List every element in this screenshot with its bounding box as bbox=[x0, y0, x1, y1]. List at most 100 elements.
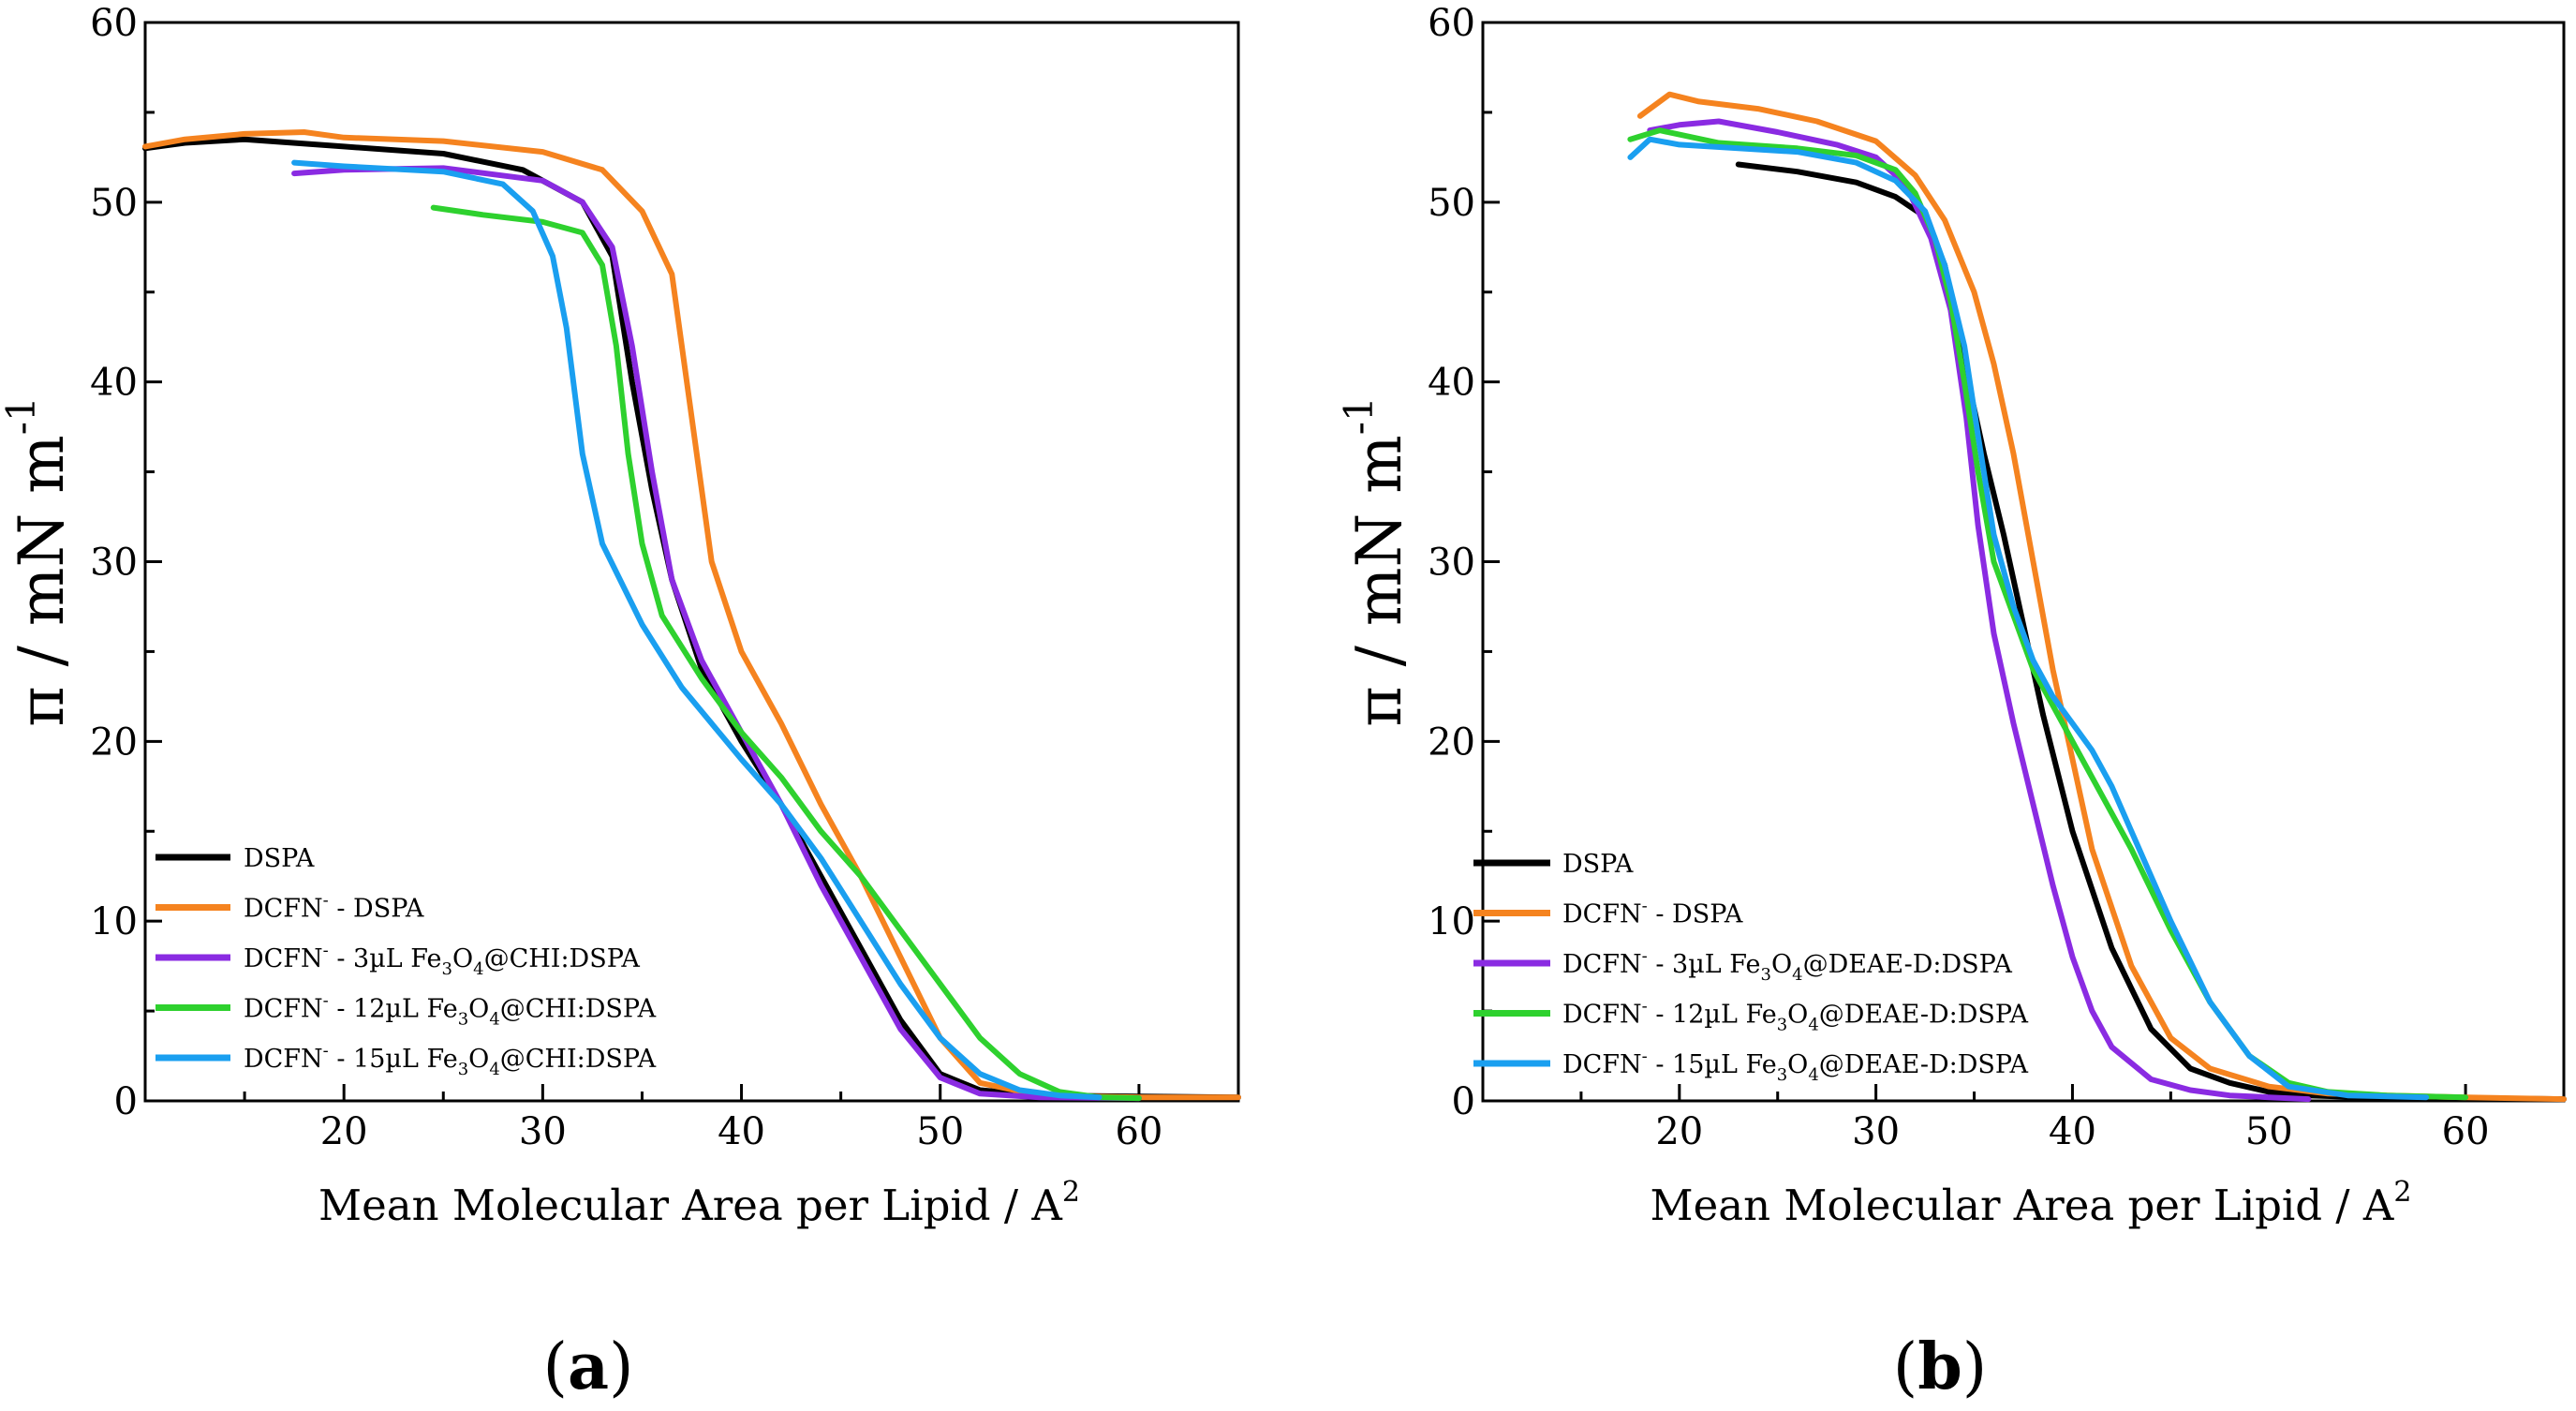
legend-text-part: - bbox=[1642, 997, 1648, 1017]
panel-label-a-letter: a bbox=[568, 1329, 609, 1404]
legend-entry-5: DCFN- - 15µL Fe3O4@DEAE-D:DSPA bbox=[1562, 1047, 2029, 1085]
series-line-5 bbox=[1627, 136, 2430, 1101]
y-axis-title-text: π / mN m bbox=[6, 435, 78, 726]
y-tick-label: 60 bbox=[90, 2, 138, 45]
legend-text-part: O bbox=[468, 1045, 489, 1074]
x-tick-label: 40 bbox=[718, 1110, 765, 1153]
legend-entry-5: DCFN- - 15µL Fe3O4@CHI:DSPA bbox=[244, 1041, 657, 1079]
legend-text-part: DCFN bbox=[244, 944, 323, 973]
x-tick-label: 20 bbox=[320, 1110, 368, 1153]
x-tick-label: 40 bbox=[2049, 1110, 2096, 1153]
panel-b: 0 10 20 30 40 50 60 20 30 40 50 60 Mean Molecular Ar… bbox=[1336, 2, 2567, 1230]
legend-text-part: DCFN bbox=[244, 895, 323, 924]
legend-text-part: - 3µL Fe bbox=[1648, 950, 1761, 979]
plot-frame bbox=[1481, 21, 2566, 1103]
y-tick-label: 10 bbox=[1428, 900, 1475, 943]
legend-text-part: 3 bbox=[1761, 965, 1771, 985]
legend-entry-3: DCFN- - 3µL Fe3O4@DEAE-D:DSPA bbox=[1562, 946, 2012, 985]
legend-text-part: - bbox=[323, 891, 329, 911]
legend-text-part: O bbox=[468, 995, 489, 1024]
x-axis-title-sup: 2 bbox=[2393, 1176, 2411, 1209]
y-tick-label: 40 bbox=[1428, 362, 1475, 405]
series-line-2 bbox=[142, 129, 1241, 1101]
legend-text-part: DCFN bbox=[1562, 950, 1642, 979]
legend-text-part: 4 bbox=[489, 1010, 499, 1030]
legend-text-part: 4 bbox=[1808, 1016, 1818, 1035]
legend-entry-1: DSPA bbox=[244, 844, 315, 873]
panel-label-a: (a) bbox=[542, 1329, 633, 1404]
legend-text-part: - 15µL Fe bbox=[329, 1045, 458, 1074]
panel-label-a-close: ) bbox=[609, 1330, 634, 1404]
legend-text-part: - DSPA bbox=[1648, 900, 1743, 929]
legend-text-part: 3 bbox=[458, 1060, 468, 1079]
y-tick-label: 30 bbox=[1428, 542, 1475, 585]
y-tick-label: 30 bbox=[90, 542, 138, 585]
y-tick-label: 0 bbox=[1452, 1080, 1475, 1123]
y-axis-title: π / mN m-1 bbox=[0, 396, 78, 726]
y-tick-label: 0 bbox=[114, 1080, 138, 1123]
legend-text-part: - 12µL Fe bbox=[329, 995, 458, 1024]
legend-text-part: - bbox=[323, 1041, 329, 1061]
legend-entry-2: DCFN- - DSPA bbox=[1562, 897, 1743, 929]
y-tick-label: 40 bbox=[90, 362, 138, 405]
legend-text-part: @DEAE-D:DSPA bbox=[1803, 950, 2013, 979]
y-tick-label: 60 bbox=[1428, 2, 1475, 45]
legend-text-part: O bbox=[452, 944, 473, 973]
y-tick-label: 50 bbox=[90, 182, 138, 225]
legend-text-part: - bbox=[323, 991, 329, 1011]
y-axis-title: π / mN m-1 bbox=[1336, 396, 1415, 726]
legend-text-part: DSPA bbox=[244, 844, 315, 873]
legend-text-part: 4 bbox=[1808, 1065, 1818, 1085]
panel-label-b: (b) bbox=[1893, 1329, 1988, 1404]
x-tick-label: 50 bbox=[916, 1110, 964, 1153]
legend-text-part: 3 bbox=[1777, 1065, 1787, 1085]
legend-text-part: @DEAE-D:DSPA bbox=[1819, 1050, 2029, 1079]
y-tick-label: 50 bbox=[1428, 182, 1475, 225]
series-line-3 bbox=[291, 165, 1142, 1102]
legend-text-part: DCFN bbox=[244, 1045, 323, 1074]
y-axis-title-sup: -1 bbox=[1336, 396, 1382, 435]
x-tick-label: 60 bbox=[1115, 1110, 1162, 1153]
legend-text-part: DCFN bbox=[244, 995, 323, 1024]
legend-text-part: DCFN bbox=[1562, 900, 1642, 929]
legend-text-part: 3 bbox=[1777, 1016, 1787, 1035]
y-axis-title-text: π / mN m bbox=[1343, 435, 1415, 726]
y-tick-label: 20 bbox=[1428, 720, 1475, 764]
x-axis-title-text: Mean Molecular Area per Lipid / A bbox=[1651, 1181, 2394, 1230]
panel-label-b-open: ( bbox=[1893, 1330, 1918, 1404]
panel-label-a-open: ( bbox=[542, 1330, 568, 1404]
legend-text-part: @CHI:DSPA bbox=[484, 944, 641, 973]
legend-text-part: 4 bbox=[473, 959, 483, 979]
series-line-5 bbox=[291, 159, 1103, 1101]
panel-label-b-letter: b bbox=[1917, 1329, 1962, 1404]
x-tick-label: 30 bbox=[519, 1110, 567, 1153]
series-line-2 bbox=[1636, 91, 2567, 1103]
legend-text-part: - bbox=[323, 941, 329, 960]
series-line-4 bbox=[430, 204, 1142, 1102]
x-axis-title: Mean Molecular Area per Lipid / A2 bbox=[1651, 1176, 2412, 1230]
legend-text-part: - 12µL Fe bbox=[1648, 1001, 1777, 1030]
legend-entry-3: DCFN- - 3µL Fe3O4@CHI:DSPA bbox=[244, 941, 640, 979]
x-axis-title-text: Mean Molecular Area per Lipid / A bbox=[318, 1181, 1062, 1230]
legend-text-part: DCFN bbox=[1562, 1050, 1642, 1079]
y-tick-label: 10 bbox=[90, 900, 138, 943]
panel-a: 0 10 20 30 40 50 60 20 30 40 50 60 Mean Molecular Ar… bbox=[0, 2, 1241, 1230]
panel-label-b-close: ) bbox=[1962, 1330, 1988, 1404]
legend-text-part: - 3µL Fe bbox=[329, 944, 442, 973]
legend-text-part: O bbox=[1771, 950, 1792, 979]
x-tick-label: 30 bbox=[1852, 1110, 1900, 1153]
legend-text-part: 4 bbox=[1792, 965, 1802, 985]
legend-text-part: O bbox=[1787, 1001, 1808, 1030]
x-axis-title: Mean Molecular Area per Lipid / A2 bbox=[318, 1176, 1080, 1230]
legend-text-part: DSPA bbox=[1562, 850, 1634, 879]
legend-entry-4: DCFN- - 12µL Fe3O4@DEAE-D:DSPA bbox=[1562, 997, 2029, 1035]
legend-text-part: O bbox=[1787, 1050, 1808, 1079]
legend-text-part: - DSPA bbox=[329, 895, 424, 924]
plot-frame bbox=[143, 21, 1240, 1103]
legend-text-part: - bbox=[1642, 946, 1648, 966]
y-tick-label: 20 bbox=[90, 720, 138, 764]
legend-entry-4: DCFN- - 12µL Fe3O4@CHI:DSPA bbox=[244, 991, 657, 1030]
legend-text-part: @CHI:DSPA bbox=[500, 995, 657, 1024]
y-axis-title-sup: -1 bbox=[0, 396, 44, 435]
